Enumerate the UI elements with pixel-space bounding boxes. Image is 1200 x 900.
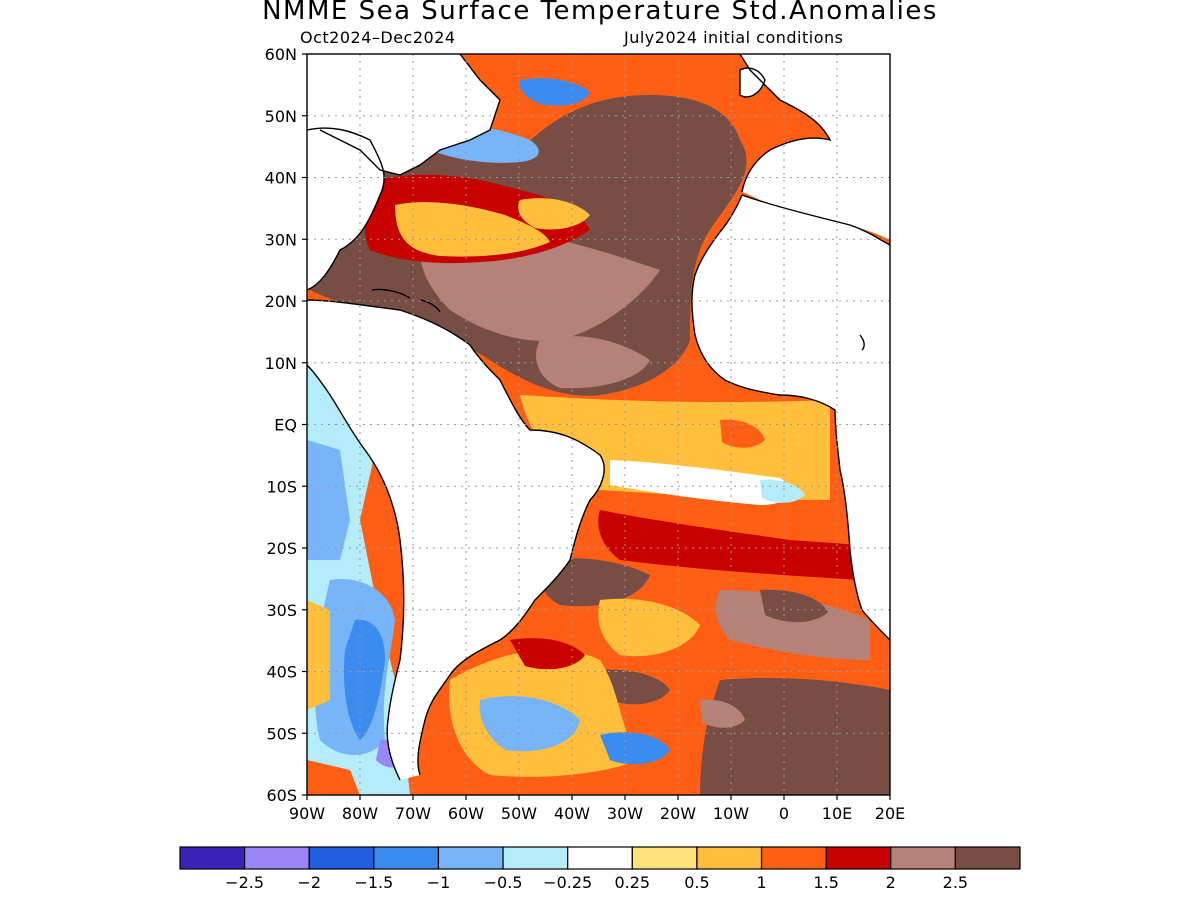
- landmass: [307, 54, 605, 780]
- landmass: [307, 54, 500, 175]
- lat-label: EQ: [274, 416, 297, 435]
- colorbar-label: −1.5: [354, 873, 393, 892]
- anomaly-patch: [395, 202, 550, 257]
- anomaly-patch: [600, 732, 670, 765]
- colorbar-label: 2: [886, 873, 896, 892]
- colorbar-label: 1.5: [813, 873, 838, 892]
- lat-label: 40S: [266, 663, 297, 682]
- lon-label: 60W: [448, 804, 484, 823]
- anomaly-patch: [536, 336, 650, 389]
- lat-label: 20S: [266, 539, 297, 558]
- colorbar-swatch: [631, 846, 698, 870]
- coastlines: [307, 54, 890, 781]
- lon-label: 10E: [822, 804, 852, 823]
- anomaly-patch: [760, 589, 828, 623]
- colorbar-swatch: [696, 846, 763, 870]
- longitude-labels: 90W 80W 70W 60W 50W 40W 30W 20W 10W 0 10E 20E: [289, 804, 905, 823]
- anomaly-field: [307, 54, 890, 795]
- lat-label: 50N: [265, 107, 297, 126]
- lat-label: 10N: [265, 354, 297, 373]
- lat-label: 50S: [266, 724, 297, 743]
- lon-label: 30W: [607, 804, 643, 823]
- lon-label: 0: [779, 804, 789, 823]
- anomaly-patch: [715, 590, 870, 660]
- anomaly-patch: [760, 479, 805, 503]
- colorbar-swatch: [437, 846, 504, 870]
- anomaly-patch: [479, 696, 580, 752]
- colorbar-swatch: [760, 846, 827, 870]
- colorbar-label: 0.5: [684, 873, 709, 892]
- anomaly-patch: [610, 460, 791, 505]
- initial-conditions: July2024 initial conditions: [624, 28, 844, 47]
- colorbar-label: −1: [427, 873, 451, 892]
- lon-label: 40W: [554, 804, 590, 823]
- lat-label: 30S: [266, 601, 297, 620]
- colorbar-swatch: [308, 846, 375, 870]
- colorbar: [179, 846, 1021, 870]
- colorbar-labels: −2.5 −2 −1.5 −1 −0.5 −0.25 0.25 0.5 1 1.5 2 2.5: [225, 873, 968, 892]
- colorbar-label: −0.25: [543, 873, 592, 892]
- colorbar-swatch: [567, 846, 633, 870]
- colorbar-swatch: [825, 846, 892, 870]
- forecast-period: Oct2024–Dec2024: [300, 28, 456, 47]
- anomaly-patch: [598, 598, 700, 657]
- anomaly-patch: [598, 669, 670, 705]
- colorbar-swatch: [373, 846, 440, 870]
- lon-label: 20W: [660, 804, 696, 823]
- map-title: NMME Sea Surface Temperature Std.Anomali…: [262, 0, 938, 26]
- lon-label: 50W: [501, 804, 537, 823]
- colorbar-swatch: [244, 846, 310, 870]
- anomaly-patch: [307, 440, 350, 560]
- anomaly-patch: [420, 235, 660, 341]
- axis-ticks: [302, 53, 891, 800]
- latitude-labels: 60N 50N 40N 30N 20N 10N EQ 10S 20S 30S 40S 50S 60S: [265, 45, 297, 805]
- colorbar-label: −2: [297, 873, 321, 892]
- colorbar-swatch: [890, 846, 956, 870]
- colorbar-swatch: [502, 846, 569, 870]
- lon-label: 90W: [289, 804, 325, 823]
- anomaly-patch: [700, 678, 890, 795]
- anomaly-patch: [343, 619, 385, 740]
- colorbar-label: 0.25: [614, 873, 650, 892]
- lat-label: 40N: [265, 169, 297, 188]
- lon-label: 80W: [342, 804, 378, 823]
- lon-label: 70W: [395, 804, 431, 823]
- landmass: [740, 54, 890, 240]
- anomaly-patch: [510, 638, 585, 670]
- colorbar-label: −2.5: [225, 873, 264, 892]
- lat-label: 60N: [265, 45, 297, 64]
- anomaly-patch: [538, 558, 650, 607]
- lat-label: 30N: [265, 230, 297, 249]
- anomaly-patch: [518, 198, 590, 230]
- lat-label: 20N: [265, 292, 297, 311]
- colorbar-label: 1: [756, 873, 766, 892]
- anomaly-patch: [598, 510, 860, 580]
- colorbar-swatch: [954, 846, 1021, 870]
- lon-label: 20E: [875, 804, 905, 823]
- colorbar-swatch: [179, 846, 246, 870]
- graticule: [307, 54, 890, 795]
- anomaly-patch: [307, 600, 330, 710]
- landmass: [691, 195, 890, 640]
- colorbar-label: −0.5: [484, 873, 523, 892]
- lon-label: 10W: [713, 804, 749, 823]
- colorbar-label: 2.5: [943, 873, 968, 892]
- lat-label: 10S: [266, 477, 297, 496]
- anomaly-patch: [700, 699, 745, 728]
- lat-label: 60S: [266, 786, 297, 805]
- anomaly-patch: [307, 760, 360, 795]
- anomaly-patch: [519, 78, 590, 106]
